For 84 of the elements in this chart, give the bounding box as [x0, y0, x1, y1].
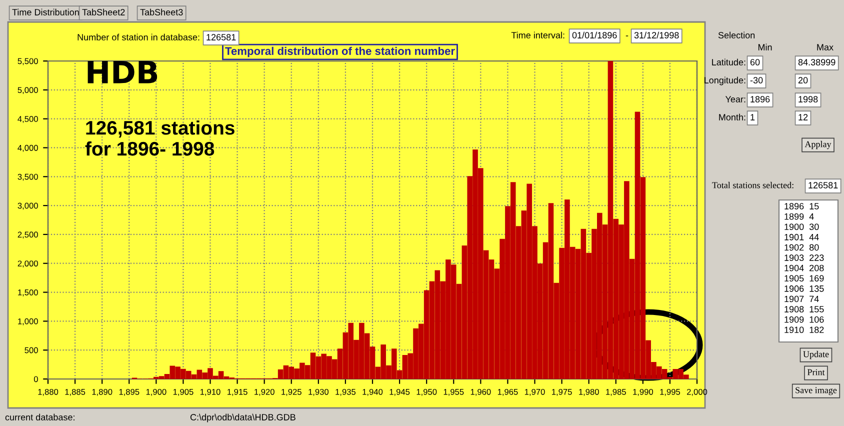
text: Min [758, 44, 772, 50]
x-tick-label: 1,970 [524, 388, 545, 396]
text: 1905 169 [784, 275, 824, 282]
text: Max [817, 44, 834, 50]
annotation: 126,581 stations for 1896- 1998 [85, 120, 234, 156]
x-tick-label: 1,950 [416, 388, 437, 396]
text: Longitude: [704, 76, 746, 86]
text: 1906 135 [784, 285, 824, 292]
text: 1910 182 [784, 326, 824, 334]
text: Year: [725, 96, 746, 102]
x-tick-label: 1,915 [228, 388, 248, 396]
x-tick-label: 1,905 [173, 388, 194, 396]
x-tick-label: 1,960 [470, 388, 491, 396]
text: 1896 15 [784, 203, 819, 210]
text: 31/12/1998 [634, 32, 679, 38]
text: current database: [5, 414, 74, 420]
y-tick-label: 5,500 [18, 58, 38, 66]
text: 1901 44 [784, 234, 819, 240]
y-tick-label: 1,500 [18, 289, 38, 296]
x-tick-label: 1,965 [498, 388, 518, 396]
text: 1900 30 [784, 224, 819, 230]
x-tick-label: 1,930 [308, 388, 329, 396]
text: Month: [719, 114, 746, 120]
text: 1904 208 [784, 264, 824, 272]
text: Selection [718, 32, 755, 38]
text: Latitude: [712, 58, 746, 66]
x-tick-label: 1,955 [444, 388, 464, 396]
text: 12 [798, 114, 808, 120]
text: Update [803, 350, 829, 360]
text: 1903 223 [784, 254, 824, 261]
text: 84.38999 [798, 59, 836, 66]
chart-title: Temporal distribution of the station number [225, 46, 455, 58]
x-tick-label: 1,945 [390, 388, 410, 396]
x-tick-label: 1,940 [362, 388, 383, 396]
text: 1896 [750, 96, 770, 102]
text: 1899 4 [784, 213, 814, 220]
text: Print [807, 369, 825, 376]
text: Time interval: [511, 32, 564, 38]
y-tick-label: 2,500 [18, 232, 38, 239]
text: C:\dpr\odb\data\HDB.GDB [190, 414, 296, 422]
x-tick-label: 1,935 [336, 388, 356, 396]
y-tick-label: 4,000 [18, 144, 38, 152]
x-tick-label: 1,990 [633, 388, 654, 396]
y-tick-label: 500 [24, 347, 38, 354]
text: 1 [750, 114, 755, 120]
x-tick-label: 1,920 [254, 388, 274, 396]
text: 01/01/1896 [572, 32, 617, 38]
text: Total stations selected: [712, 182, 794, 188]
x-tick-label: 1,895 [119, 388, 140, 396]
y-tick-label: 4,500 [18, 116, 38, 123]
x-tick-label: 1,925 [282, 388, 302, 396]
text: -30 [750, 77, 763, 84]
x-tick-label: 1,985 [606, 388, 626, 396]
text: 126581 [206, 34, 236, 40]
y-tick-label: 5,000 [18, 87, 38, 94]
text: 20 [798, 77, 808, 84]
text: Time Distribution [12, 8, 79, 16]
x-tick-label: 1,880 [38, 388, 58, 396]
y-tick-label: 0 [34, 376, 38, 382]
y-tick-label: 1,000 [18, 318, 38, 326]
y-tick-label: 3,000 [18, 202, 38, 210]
x-tick-label: 1,910 [200, 388, 220, 396]
x-tick-label: 1,995 [660, 388, 680, 396]
text: Applay [804, 140, 832, 150]
x-tick-label: 1,890 [92, 388, 112, 396]
text: 1998 [798, 96, 818, 102]
text: Save image [796, 387, 837, 396]
text: TabSheet2 [82, 8, 125, 16]
text: 1909 106 [784, 316, 824, 323]
text: 1908 155 [784, 306, 824, 312]
x-tick-label: 2,000 [686, 388, 708, 396]
x-tick-label: 1,900 [146, 388, 166, 396]
text: 60 [750, 59, 760, 66]
y-tick-label: 3,500 [18, 174, 38, 181]
annotation: HDB [88, 60, 158, 84]
x-tick-label: 1,980 [579, 388, 599, 396]
text: 1907 74 [784, 296, 819, 302]
text: 1902 80 [784, 244, 819, 251]
text: Number of station in database: [78, 34, 200, 40]
y-tick-label: 2,000 [18, 260, 38, 268]
text: TabSheet3 [140, 8, 183, 16]
text: 126581 [808, 182, 838, 188]
x-tick-label: 1,975 [552, 388, 572, 396]
x-tick-label: 1,885 [65, 388, 86, 396]
